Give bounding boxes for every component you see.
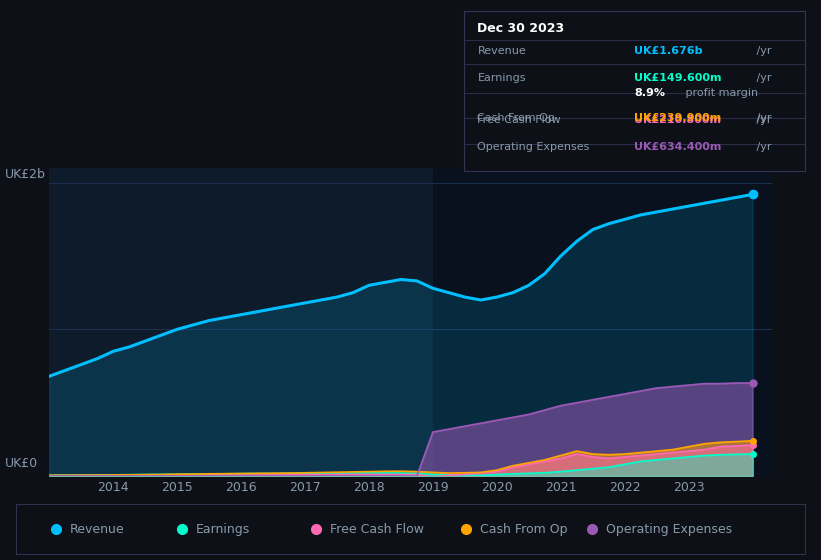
Text: Free Cash Flow: Free Cash Flow (478, 115, 561, 125)
Text: /yr: /yr (754, 142, 772, 152)
Text: /yr: /yr (754, 113, 772, 123)
Text: Cash From Op: Cash From Op (479, 522, 567, 536)
Text: UK£210.800m: UK£210.800m (635, 115, 721, 125)
Text: UK£0: UK£0 (4, 457, 38, 470)
Text: UK£634.400m: UK£634.400m (635, 142, 722, 152)
Text: Earnings: Earnings (196, 522, 250, 536)
Text: UK£149.600m: UK£149.600m (635, 73, 722, 83)
Text: profit margin: profit margin (682, 88, 758, 98)
Text: Operating Expenses: Operating Expenses (606, 522, 732, 536)
Text: UK£2b: UK£2b (4, 168, 45, 181)
Text: /yr: /yr (754, 115, 772, 125)
Text: Earnings: Earnings (478, 73, 526, 83)
Text: UK£239.900m: UK£239.900m (635, 113, 722, 123)
Text: UK£1.676b: UK£1.676b (635, 46, 703, 57)
Text: Cash From Op: Cash From Op (478, 113, 555, 123)
Text: Operating Expenses: Operating Expenses (478, 142, 589, 152)
Text: Free Cash Flow: Free Cash Flow (330, 522, 424, 536)
Text: /yr: /yr (754, 73, 772, 83)
Text: Dec 30 2023: Dec 30 2023 (478, 22, 565, 35)
Text: Revenue: Revenue (478, 46, 526, 57)
Text: 8.9%: 8.9% (635, 88, 665, 98)
Bar (433, 168, 772, 476)
Text: /yr: /yr (754, 46, 772, 57)
Text: Revenue: Revenue (70, 522, 125, 536)
